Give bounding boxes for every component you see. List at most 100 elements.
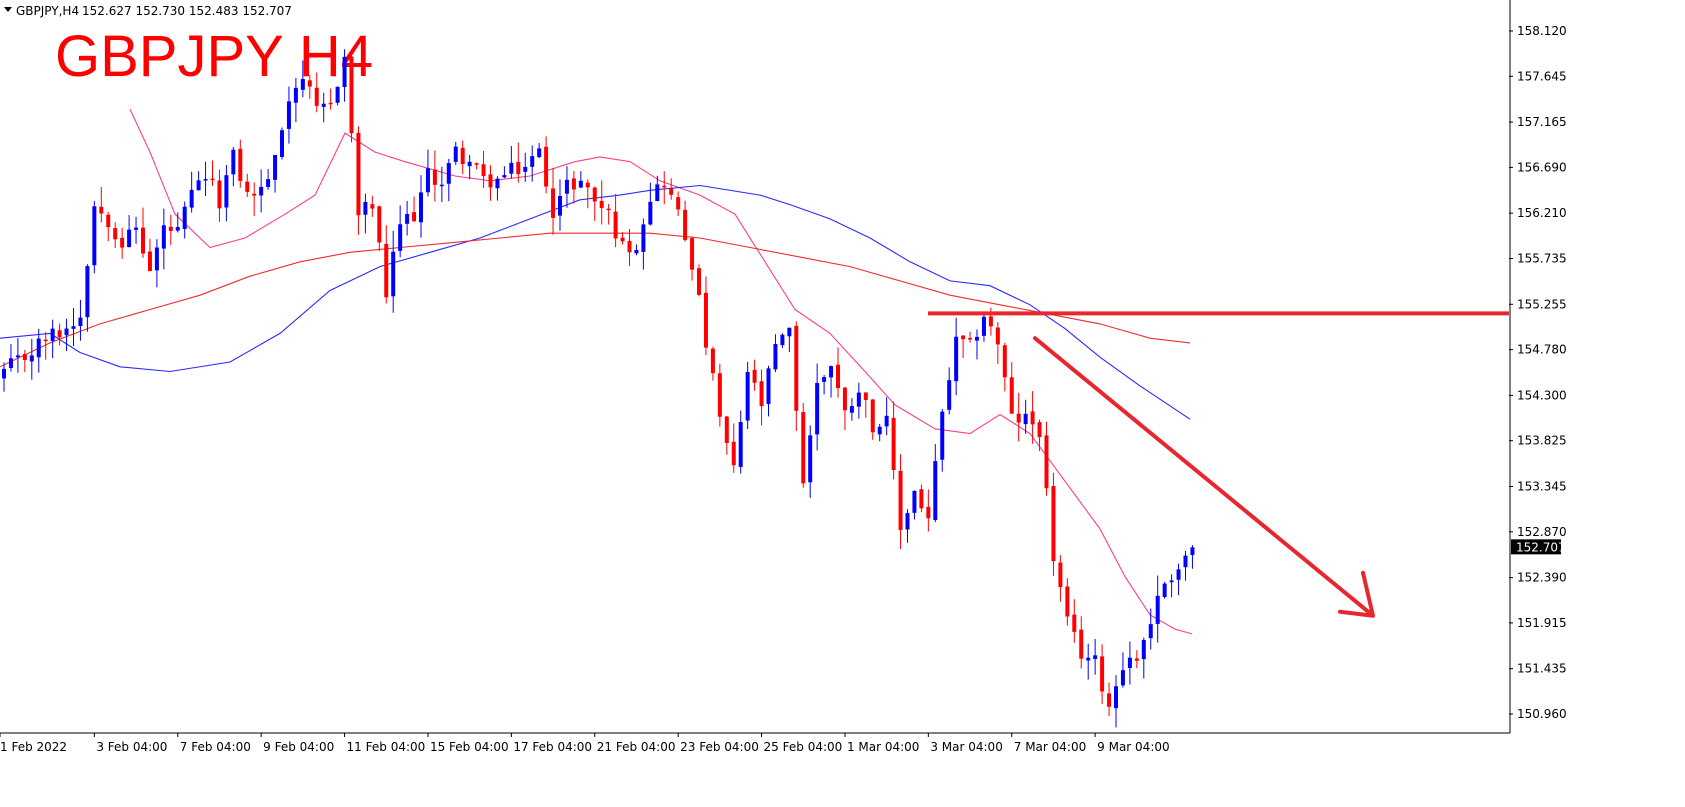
candle	[15, 338, 20, 373]
moving-average-line	[0, 232, 1191, 368]
current-price-tag	[1511, 539, 1561, 555]
candle	[870, 398, 875, 440]
candle-body	[794, 325, 799, 411]
candle	[1190, 545, 1195, 569]
candle-body	[356, 132, 361, 216]
candle	[363, 193, 368, 234]
candle	[856, 382, 861, 419]
candle	[92, 201, 97, 274]
candle-body	[1016, 413, 1021, 423]
candle	[731, 423, 736, 473]
candle-body	[766, 368, 771, 404]
candle	[787, 327, 792, 353]
time-tick-label: 11 Feb 04:00	[347, 740, 426, 754]
candle-body	[161, 225, 166, 249]
candle-body	[502, 175, 507, 178]
candle	[1044, 421, 1049, 496]
candle	[349, 49, 354, 143]
time-tick-label: 25 Feb 04:00	[764, 740, 843, 754]
candle	[683, 200, 688, 242]
candle-body	[968, 337, 973, 340]
candle	[502, 166, 507, 179]
candle-body	[446, 163, 451, 184]
candle	[703, 276, 708, 356]
candle	[335, 86, 340, 106]
candle	[1169, 574, 1174, 598]
candle-body	[954, 336, 959, 382]
candle-body	[474, 163, 479, 165]
window-menu-triangle-icon[interactable]	[4, 7, 12, 12]
candle-body	[286, 101, 291, 129]
price-tick-label: 156.690	[1517, 160, 1567, 174]
candle-body	[648, 201, 653, 225]
time-tick-label: 1 Feb 2022	[0, 740, 67, 754]
candle	[912, 490, 917, 520]
candle-body	[829, 366, 834, 378]
candle	[259, 169, 264, 213]
candle-body	[1141, 639, 1146, 660]
candle	[537, 142, 542, 159]
candle	[342, 49, 347, 102]
candle-body	[981, 316, 986, 336]
candle	[120, 227, 125, 259]
candle-body	[926, 506, 931, 519]
candle	[676, 191, 681, 217]
candle-body	[168, 226, 173, 231]
candle-body	[1079, 629, 1084, 659]
candle	[690, 236, 695, 281]
candle-body	[870, 399, 875, 433]
candle	[384, 225, 389, 304]
candle	[1120, 652, 1125, 688]
candle-body	[752, 369, 757, 383]
time-tick-label: 7 Feb 04:00	[180, 740, 251, 754]
candle	[1114, 675, 1118, 728]
candle-body	[99, 206, 104, 214]
candle-body	[391, 251, 396, 297]
candle	[1051, 472, 1056, 576]
candle-body	[293, 87, 298, 103]
candle-body	[113, 228, 118, 240]
price-tick-label: 152.870	[1517, 525, 1567, 539]
candle-body	[1009, 377, 1014, 414]
candle	[43, 331, 48, 360]
candle-body	[321, 103, 326, 107]
candle-body	[377, 206, 382, 243]
candle-body	[43, 339, 48, 342]
candle-body	[759, 381, 764, 407]
candle	[766, 365, 771, 417]
price-tick-label: 150.960	[1517, 707, 1567, 721]
candle-body	[717, 373, 722, 417]
candle	[147, 238, 152, 272]
current-price-label: 152.707	[1516, 540, 1566, 554]
candle-body	[280, 130, 284, 157]
candle	[1155, 575, 1160, 643]
candle	[627, 228, 632, 267]
candle-body	[697, 268, 701, 295]
candle	[467, 154, 472, 180]
candle-body	[655, 184, 660, 202]
candle	[1107, 682, 1112, 716]
candle-body	[481, 164, 486, 176]
candle-body	[1002, 345, 1007, 378]
price-tick-label: 153.825	[1517, 434, 1567, 448]
candle	[808, 425, 813, 498]
candle	[134, 216, 139, 244]
candle	[564, 166, 569, 208]
candle-body	[558, 195, 562, 216]
candle	[161, 208, 166, 270]
candle-body	[147, 251, 152, 272]
candle	[641, 218, 646, 270]
candle	[286, 86, 291, 144]
candle-body	[947, 380, 952, 410]
candle-body	[905, 513, 910, 530]
candle-body	[189, 189, 194, 208]
price-tick-label: 157.645	[1517, 69, 1567, 83]
candle	[954, 317, 959, 396]
candle-body	[1114, 686, 1118, 709]
candle	[898, 454, 903, 550]
candle	[196, 171, 201, 191]
candle-body	[307, 80, 312, 87]
candle-body	[460, 147, 465, 165]
candle-body	[273, 155, 278, 180]
candle-body	[300, 79, 305, 90]
